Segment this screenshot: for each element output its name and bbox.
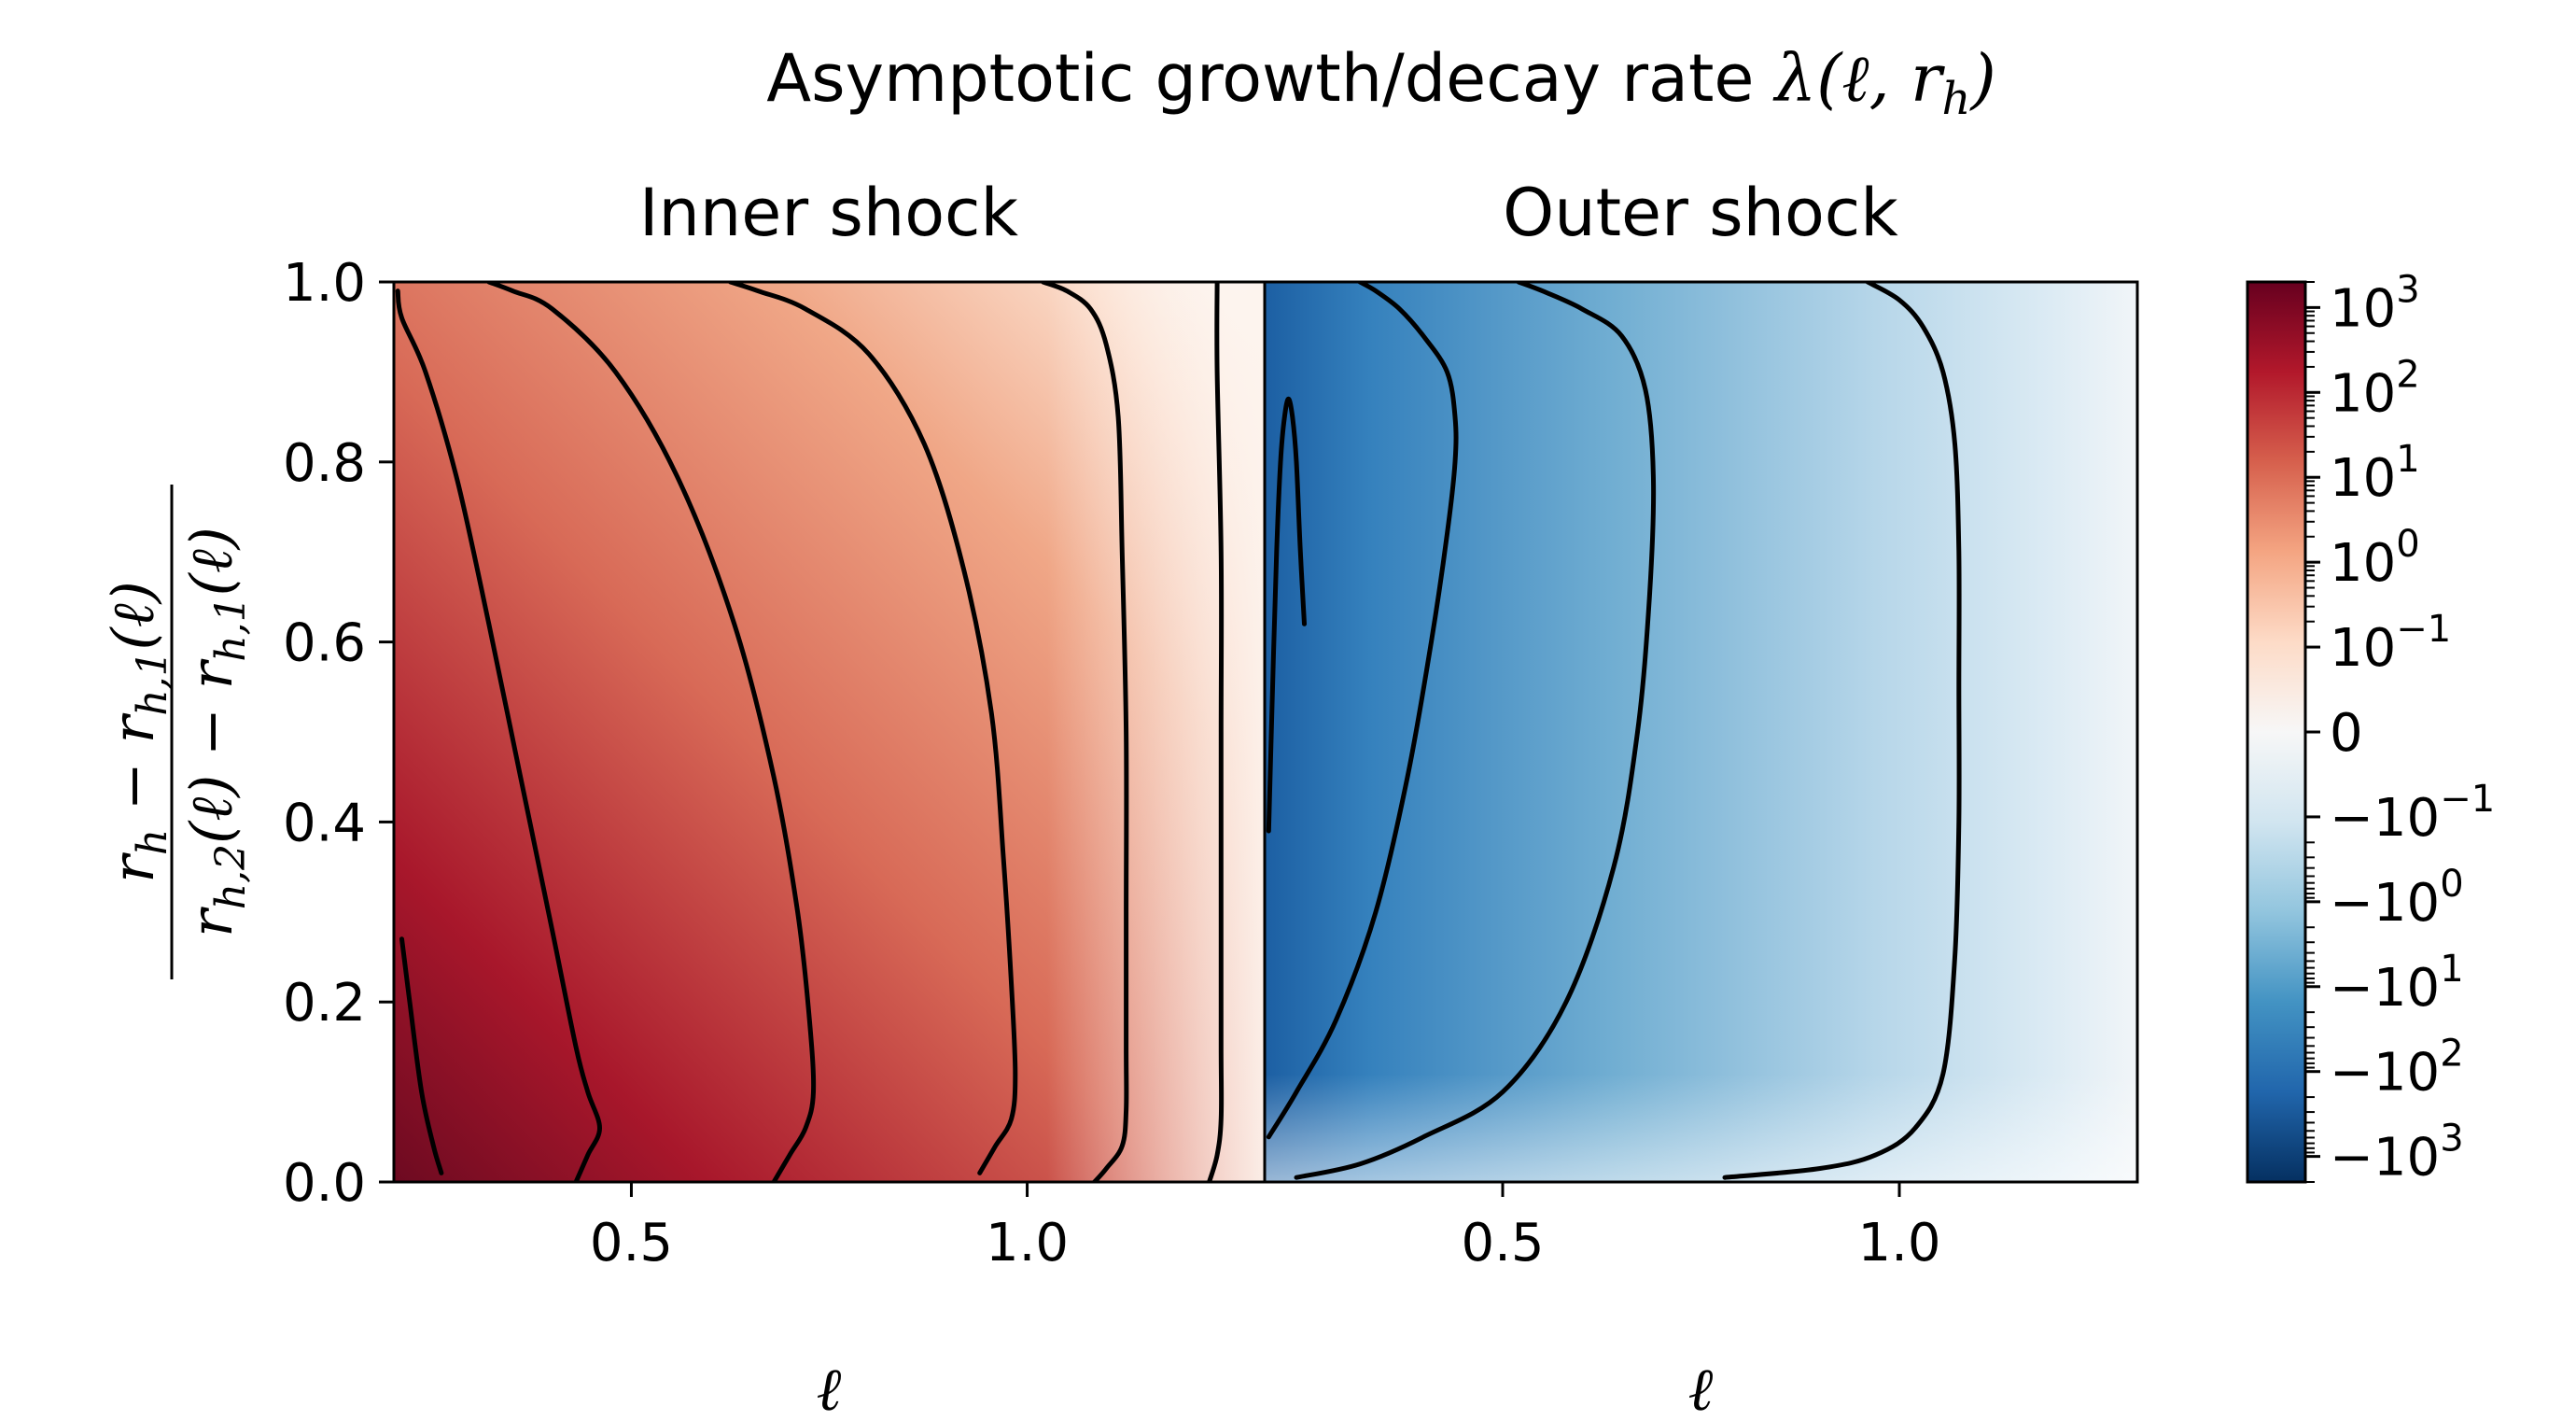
- colorbar-tick-base: −10: [2330, 958, 2440, 1019]
- inner-y-tick-label: 0.0: [283, 1153, 366, 1214]
- ylabel-numerator: rh − rh,1(ℓ): [99, 581, 176, 883]
- colorbar-tick-exponent: 0: [2396, 523, 2419, 566]
- colorbar-tick-exponent: 0: [2440, 863, 2463, 906]
- y-axis-label: rh − rh,1(ℓ) rh,2(ℓ) − rh,1(ℓ): [99, 485, 255, 979]
- colorbar-tick-base: 0: [2330, 703, 2363, 764]
- colorbar-tick-label: −101: [2330, 948, 2464, 1019]
- colorbar-tick-exponent: 3: [2396, 268, 2419, 311]
- outer-x-tick-label: 1.0: [1857, 1213, 1940, 1273]
- colorbar-minor-ticks: [2305, 281, 2315, 1183]
- inner-y-tick-label: 0.4: [283, 793, 366, 853]
- colorbar-tick-label: −10−1: [2330, 778, 2495, 849]
- colorbar-tick-base: −10: [2330, 1128, 2440, 1189]
- outer-x-tick-label: 0.5: [1461, 1213, 1544, 1273]
- inner-contour-line: [1041, 282, 1129, 1182]
- outer-x-ticks: 0.5 1.0: [1461, 1182, 1941, 1273]
- colorbar-tick-label: −100: [2330, 863, 2464, 934]
- outer-panel-title: Outer shock: [1503, 175, 1898, 251]
- inner-contour-line: [395, 288, 602, 1182]
- colorbar-tick-label: 101: [2330, 438, 2420, 509]
- inner-y-ticks: 0.0 0.2 0.4 0.6 0.8 1.0: [283, 253, 394, 1214]
- suptitle-close: ): [1968, 40, 1995, 117]
- colorbar-tick-exponent: 1: [2440, 948, 2463, 991]
- outer-contour-line: [1266, 282, 1459, 1140]
- inner-contour-line: [399, 936, 444, 1175]
- inner-x-tick-label: 1.0: [986, 1213, 1069, 1273]
- inner-contours: [395, 282, 1225, 1182]
- colorbar-tick-label: 0: [2330, 703, 2363, 764]
- outer-heatmap-fade: [1265, 282, 2137, 1182]
- colorbar-tick-label: −103: [2330, 1118, 2464, 1189]
- colorbar-tick-exponent: −1: [2396, 608, 2451, 651]
- colorbar-tick-exponent: −1: [2440, 778, 2495, 821]
- inner-contour-line: [486, 282, 817, 1182]
- inner-x-ticks: 0.5 1.0: [590, 1182, 1069, 1273]
- outer-contour-line: [1294, 282, 1657, 1180]
- colorbar-tick-base: 10: [2330, 448, 2396, 509]
- colorbar-tick-base: 10: [2330, 363, 2396, 424]
- colorbar-gradient: [2246, 280, 2307, 1184]
- inner-panel-title: Inner shock: [639, 175, 1019, 251]
- colorbar-tick-base: 10: [2330, 278, 2396, 339]
- outer-shock-panel: Outer shock 0.5 1.0 ℓ: [1263, 175, 2139, 1421]
- inner-heatmap-fade: [394, 282, 1265, 1182]
- colorbar-tick-base: −10: [2330, 873, 2440, 934]
- inner-y-tick-label: 0.6: [283, 613, 366, 674]
- suptitle-math: λ(ℓ, r: [1772, 40, 1945, 117]
- inner-xlabel: ℓ: [817, 1356, 842, 1421]
- suptitle-subscript: h: [1942, 73, 1971, 125]
- colorbar-tick-label: 102: [2330, 353, 2420, 424]
- inner-y-tick-label: 0.2: [283, 973, 366, 1034]
- colorbar-tick-base: −10: [2330, 788, 2440, 849]
- colorbar-tick-exponent: 3: [2440, 1118, 2463, 1161]
- outer-contour-line: [1266, 396, 1307, 834]
- colorbar-tick-exponent: 2: [2440, 1033, 2463, 1076]
- colorbar-tick-label: 100: [2330, 523, 2420, 594]
- colorbar-tick-label: −102: [2330, 1033, 2464, 1104]
- colorbar-tick-exponent: 1: [2396, 438, 2419, 481]
- suptitle-text: Asymptotic growth/decay rate: [766, 40, 1774, 117]
- colorbar-tick-label: 10−1: [2330, 608, 2451, 679]
- inner-contour-line: [728, 282, 1018, 1175]
- outer-contours: [1266, 282, 1962, 1180]
- figure-suptitle: Asymptotic growth/decay rate λ(ℓ, rh): [766, 40, 1996, 125]
- outer-xlabel: ℓ: [1688, 1356, 1714, 1421]
- inner-contour-line: [1207, 282, 1225, 1182]
- colorbar-tick-base: −10: [2330, 1043, 2440, 1104]
- inner-shock-panel: Inner shock 0.5 1.0 0.0 0.2 0.4 0.6 0.8 1.0 ℓ: [283, 175, 1267, 1421]
- outer-axes-frame: [1263, 280, 2139, 1184]
- ylabel-denominator: rh,2(ℓ) − rh,1(ℓ): [177, 527, 255, 937]
- colorbar-tick-exponent: 2: [2396, 353, 2419, 396]
- outer-contour-line: [1722, 282, 1962, 1180]
- inner-y-tick-label: 0.8: [283, 433, 366, 494]
- colorbar-tick-base: 10: [2330, 618, 2396, 679]
- inner-x-tick-label: 0.5: [590, 1213, 673, 1273]
- colorbar-tick-label: 103: [2330, 268, 2420, 339]
- inner-y-tick-label: 1.0: [283, 253, 366, 314]
- colorbar-tick-base: 10: [2330, 533, 2396, 594]
